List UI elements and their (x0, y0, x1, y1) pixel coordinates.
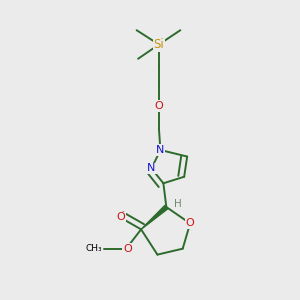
Text: O: O (154, 101, 163, 111)
Text: Si: Si (154, 38, 164, 51)
Text: CH₃: CH₃ (86, 244, 102, 253)
Text: O: O (186, 218, 194, 228)
Text: H: H (174, 199, 182, 209)
Text: O: O (116, 212, 125, 223)
Text: N: N (147, 164, 156, 173)
Text: O: O (123, 244, 132, 254)
Polygon shape (141, 206, 168, 230)
Text: N: N (156, 145, 165, 155)
